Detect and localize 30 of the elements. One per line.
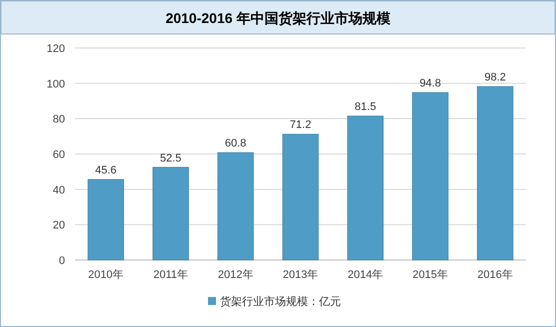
y-tick-label: 0: [58, 255, 65, 267]
bar: [88, 179, 124, 260]
x-tick-label: 2014年: [348, 269, 384, 281]
bar: [347, 116, 384, 260]
y-tick-label: 20: [52, 220, 65, 232]
y-tick-label: 120: [46, 43, 65, 55]
chart-title: 2010-2016 年中国货架行业市场规模: [166, 10, 392, 26]
x-tick-label: 2013年: [282, 269, 318, 281]
x-tick-label: 2015年: [412, 269, 448, 281]
data-label: 52.5: [160, 152, 182, 164]
data-label: 94.8: [420, 78, 441, 90]
bar: [217, 152, 254, 260]
data-label: 71.2: [290, 119, 312, 132]
y-tick-label: 40: [52, 184, 65, 196]
bar: [477, 86, 514, 260]
data-label: 60.8: [224, 138, 246, 150]
bar: [282, 134, 319, 260]
legend-label: 货架行业市场规模：亿元: [220, 295, 341, 308]
x-tick-label: 2011年: [153, 269, 188, 281]
y-tick-label: 60: [52, 149, 65, 161]
y-tick-label: 80: [52, 114, 65, 126]
x-tick-label: 2010年: [88, 269, 124, 281]
bar: [412, 92, 448, 260]
y-tick-label: 100: [46, 78, 65, 90]
x-tick-label: 2012年: [218, 269, 254, 281]
bar: [152, 166, 189, 260]
data-label: 45.6: [95, 164, 117, 176]
data-label: 98.2: [484, 72, 506, 84]
data-label: 81.5: [354, 101, 376, 114]
x-tick-label: 2016年: [477, 269, 513, 281]
